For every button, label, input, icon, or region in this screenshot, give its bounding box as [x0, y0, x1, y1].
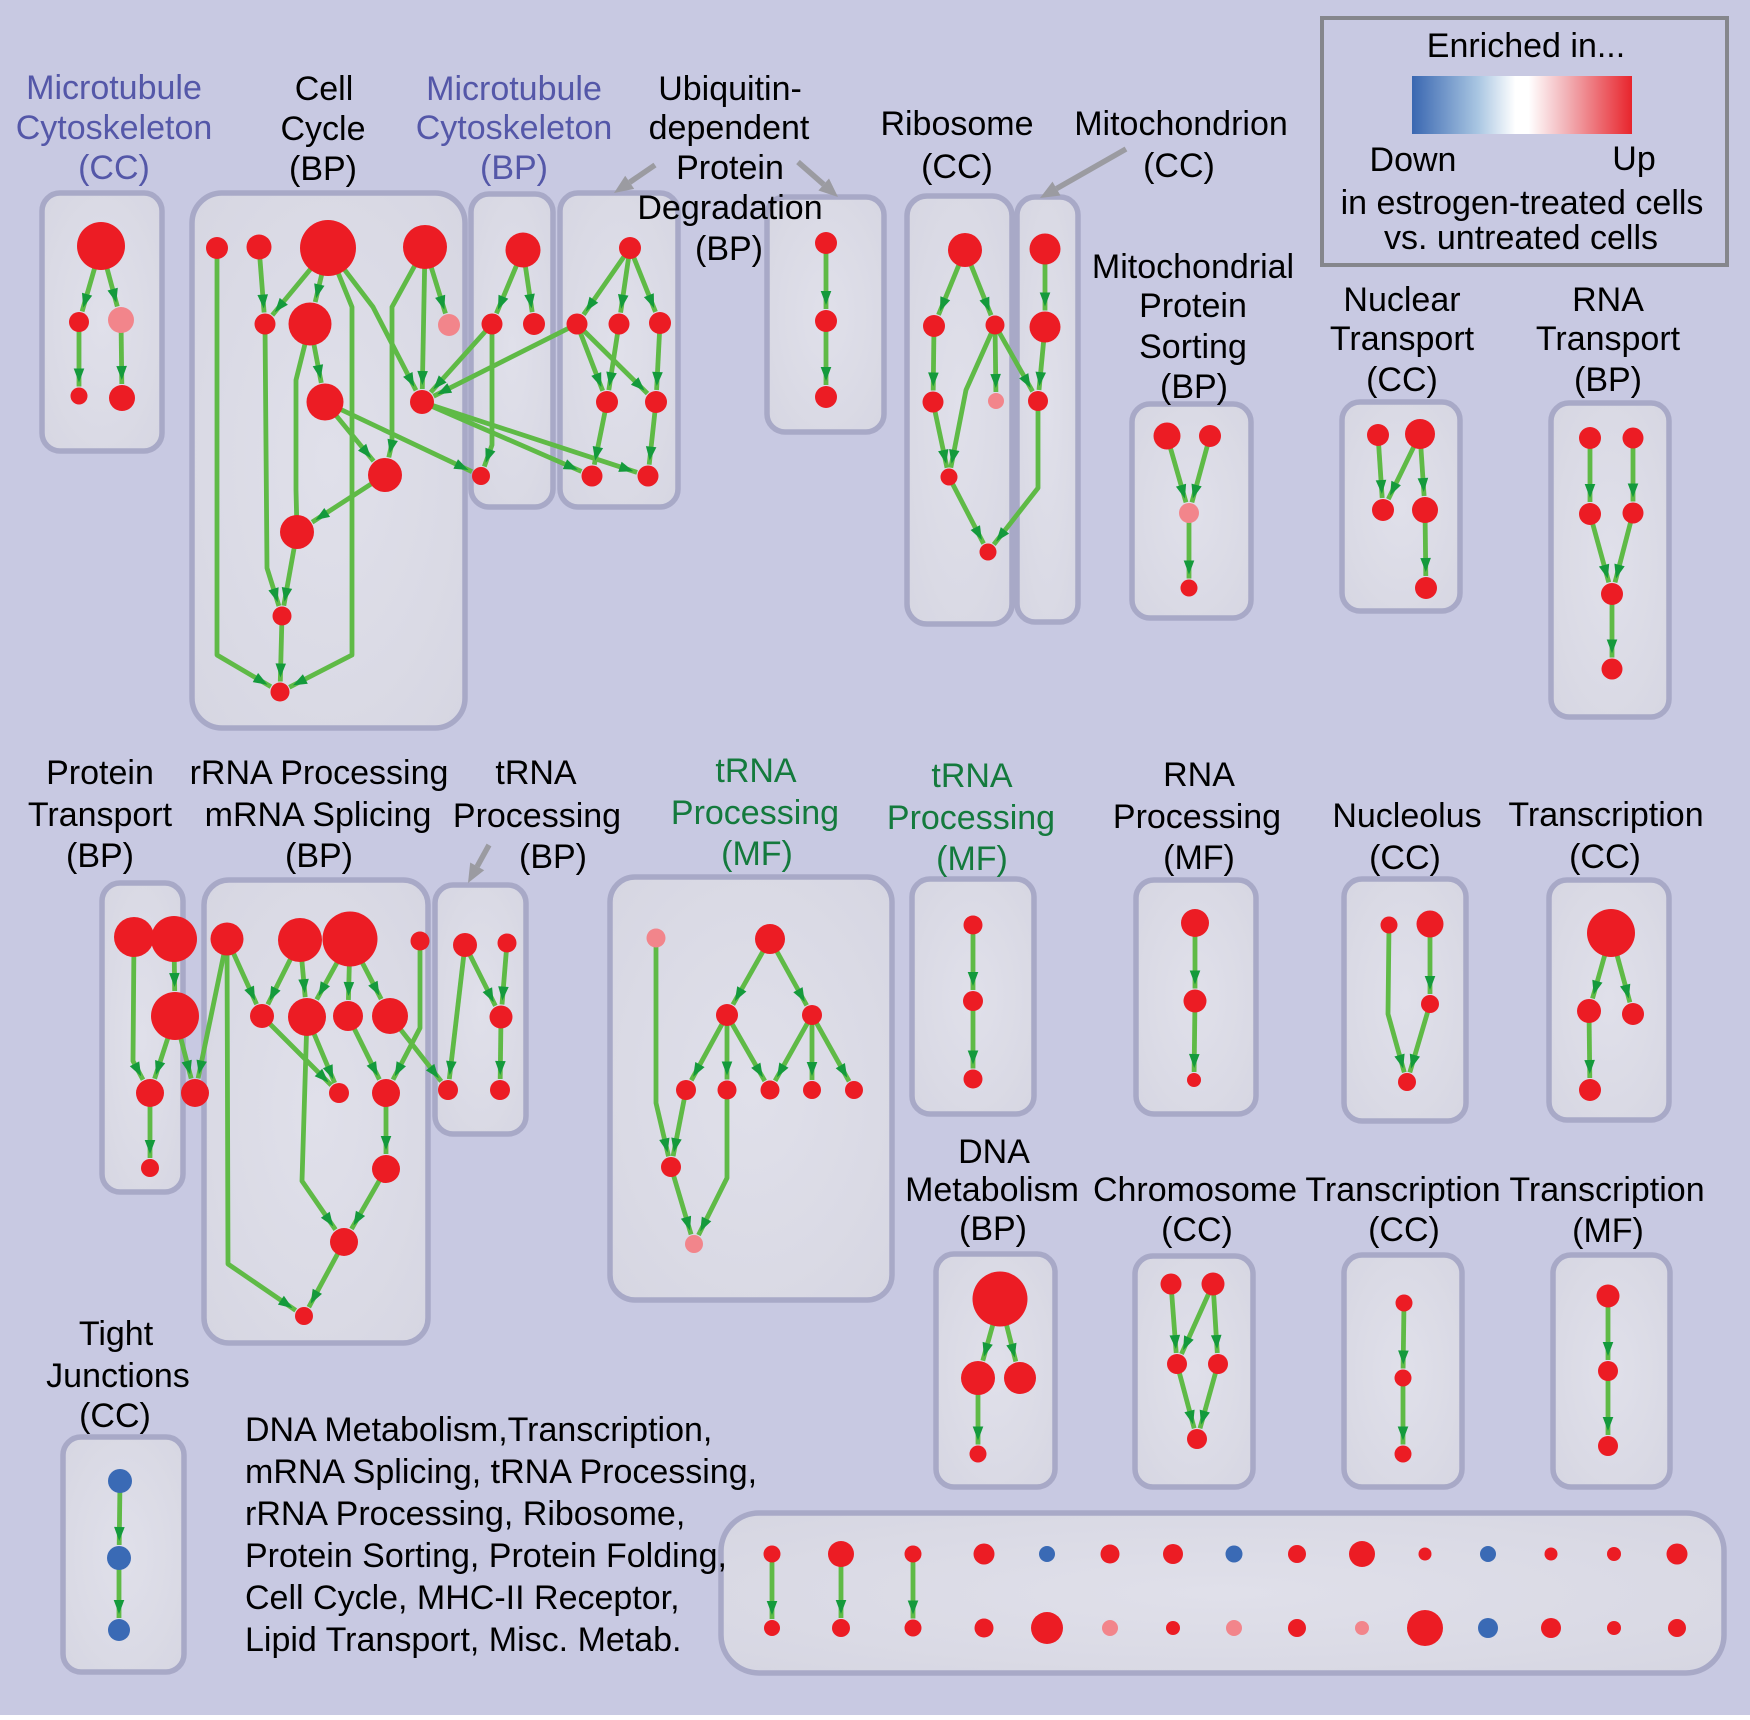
- svg-text:Transport: Transport: [1330, 320, 1475, 358]
- svg-text:Lipid Transport, Misc. Metab.: Lipid Transport, Misc. Metab.: [245, 1621, 682, 1659]
- svg-text:Cell Cycle, MHC-II Receptor,: Cell Cycle, MHC-II Receptor,: [245, 1579, 680, 1617]
- svg-text:tRNA: tRNA: [715, 752, 797, 790]
- svg-text:Enriched in...: Enriched in...: [1427, 27, 1625, 65]
- svg-text:Mitochondrial: Mitochondrial: [1092, 248, 1294, 286]
- svg-text:(BP): (BP): [959, 1210, 1027, 1248]
- svg-text:Transcription: Transcription: [1508, 796, 1703, 834]
- svg-text:rRNA Processing: rRNA Processing: [190, 754, 449, 792]
- svg-text:Cytoskeleton: Cytoskeleton: [416, 109, 613, 147]
- svg-text:(BP): (BP): [285, 837, 353, 875]
- svg-text:tRNA: tRNA: [495, 754, 577, 792]
- svg-text:Tight: Tight: [79, 1315, 154, 1353]
- svg-text:(BP): (BP): [519, 838, 587, 876]
- svg-text:Up: Up: [1612, 140, 1655, 178]
- svg-text:DNA: DNA: [958, 1133, 1030, 1171]
- svg-text:Metabolism: Metabolism: [905, 1171, 1079, 1209]
- svg-text:(CC): (CC): [921, 148, 993, 186]
- svg-text:Down: Down: [1370, 141, 1457, 179]
- svg-text:dependent: dependent: [649, 109, 810, 147]
- svg-text:Processing: Processing: [887, 799, 1055, 837]
- svg-text:in estrogen-treated cells: in estrogen-treated cells: [1341, 184, 1704, 222]
- svg-text:(CC): (CC): [1366, 361, 1438, 399]
- svg-text:Transcription: Transcription: [1509, 1171, 1704, 1209]
- svg-text:(BP): (BP): [695, 230, 763, 268]
- svg-text:Processing: Processing: [1113, 798, 1281, 836]
- svg-text:(MF): (MF): [936, 840, 1008, 878]
- svg-text:(CC): (CC): [1569, 838, 1641, 876]
- svg-text:(CC): (CC): [1368, 1211, 1440, 1249]
- svg-text:Microtubule: Microtubule: [426, 70, 602, 108]
- svg-text:Transport: Transport: [28, 796, 173, 834]
- svg-text:(MF): (MF): [1572, 1212, 1644, 1250]
- svg-text:(CC): (CC): [1161, 1211, 1233, 1249]
- svg-text:Transport: Transport: [1536, 320, 1681, 358]
- svg-text:Cytoskeleton: Cytoskeleton: [16, 109, 213, 147]
- svg-text:Cycle: Cycle: [280, 110, 365, 148]
- svg-text:rRNA Processing, Ribosome,: rRNA Processing, Ribosome,: [245, 1495, 685, 1533]
- svg-text:(MF): (MF): [721, 835, 793, 873]
- svg-text:(BP): (BP): [480, 149, 548, 187]
- svg-text:Sorting: Sorting: [1139, 328, 1247, 366]
- svg-text:Protein: Protein: [1139, 287, 1247, 325]
- svg-text:vs. untreated cells: vs. untreated cells: [1384, 219, 1658, 257]
- svg-text:Mitochondrion: Mitochondrion: [1074, 105, 1288, 143]
- svg-text:Protein Sorting, Protein Foldi: Protein Sorting, Protein Folding,: [245, 1537, 727, 1575]
- svg-text:(BP): (BP): [66, 837, 134, 875]
- svg-text:mRNA Splicing, tRNA Processing: mRNA Splicing, tRNA Processing,: [245, 1453, 757, 1491]
- svg-text:mRNA Splicing: mRNA Splicing: [205, 796, 432, 834]
- svg-text:(BP): (BP): [1160, 368, 1228, 406]
- svg-text:RNA: RNA: [1572, 281, 1644, 319]
- svg-text:Ubiquitin-: Ubiquitin-: [658, 70, 802, 108]
- svg-text:Protein: Protein: [46, 754, 154, 792]
- svg-text:Degradation: Degradation: [637, 189, 822, 227]
- svg-text:(CC): (CC): [78, 149, 150, 187]
- svg-text:Nuclear: Nuclear: [1343, 281, 1460, 319]
- svg-text:Processing: Processing: [453, 797, 621, 835]
- svg-text:(CC): (CC): [79, 1397, 151, 1435]
- svg-text:Cell: Cell: [295, 70, 354, 108]
- svg-text:Protein: Protein: [676, 149, 784, 187]
- svg-text:DNA Metabolism,Transcription,: DNA Metabolism,Transcription,: [245, 1411, 712, 1449]
- svg-text:(CC): (CC): [1143, 147, 1215, 185]
- svg-text:tRNA: tRNA: [931, 757, 1013, 795]
- svg-text:Microtubule: Microtubule: [26, 69, 202, 107]
- svg-text:Ribosome: Ribosome: [880, 105, 1033, 143]
- svg-text:(CC): (CC): [1369, 839, 1441, 877]
- svg-text:Chromosome: Chromosome: [1093, 1171, 1297, 1209]
- svg-text:Junctions: Junctions: [46, 1357, 190, 1395]
- svg-text:(MF): (MF): [1163, 839, 1235, 877]
- svg-text:RNA: RNA: [1163, 756, 1235, 794]
- svg-text:Transcription: Transcription: [1305, 1171, 1500, 1209]
- svg-text:Processing: Processing: [671, 794, 839, 832]
- svg-text:(BP): (BP): [289, 150, 357, 188]
- svg-text:(BP): (BP): [1574, 361, 1642, 399]
- svg-text:Nucleolus: Nucleolus: [1332, 797, 1481, 835]
